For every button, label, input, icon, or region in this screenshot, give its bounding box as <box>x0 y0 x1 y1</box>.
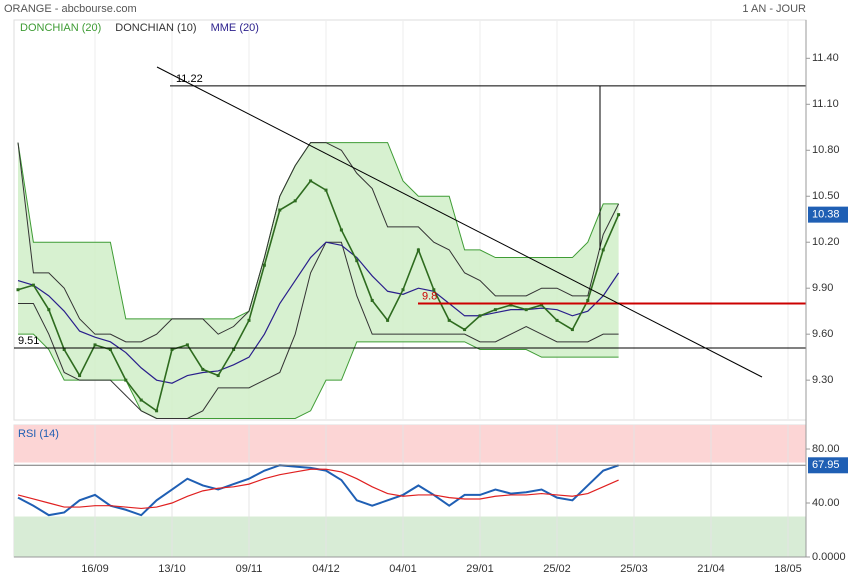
price-point <box>247 318 251 322</box>
x-tick-label: 04/12 <box>312 563 340 575</box>
price-point <box>463 328 467 332</box>
y-tick-label: 9.60 <box>812 328 833 340</box>
price-point <box>216 374 220 378</box>
price-point <box>416 248 420 252</box>
price-point <box>355 259 359 263</box>
rsi-line <box>17 468 619 510</box>
price-point <box>401 288 405 292</box>
x-tick-label: 13/10 <box>158 563 186 575</box>
price-point <box>185 343 189 347</box>
legend-entry: DONCHIAN (20) <box>20 22 101 34</box>
price-point <box>586 298 590 302</box>
price-point <box>509 303 513 307</box>
channel-upper <box>17 142 620 343</box>
y-tick-label: 0.0000 <box>812 551 846 563</box>
level-label: 9.51 <box>18 335 39 347</box>
price-point <box>293 199 297 203</box>
price-point <box>124 378 128 382</box>
x-tick-label: 29/01 <box>466 563 494 575</box>
channel-area <box>18 142 619 419</box>
price-point <box>262 263 266 267</box>
x-tick-label: 25/02 <box>543 563 571 575</box>
price-point <box>201 367 205 371</box>
price-point <box>278 208 282 212</box>
price-point <box>62 348 66 352</box>
price-point <box>386 318 390 322</box>
legend-entry: MME (20) <box>211 22 259 34</box>
last-rsi: 67.95 <box>812 459 840 471</box>
x-tick-label: 09/11 <box>236 563 263 575</box>
price-point <box>170 348 174 352</box>
y-tick-label: 10.50 <box>812 190 840 202</box>
level-label: 9.8 <box>422 290 437 302</box>
y-tick-label: 9.90 <box>812 282 833 294</box>
x-tick-label: 21/04 <box>697 563 725 575</box>
price-point <box>16 288 20 292</box>
oversold-zone <box>14 516 806 557</box>
x-tick-label: 18/05 <box>774 563 802 575</box>
price-point <box>309 179 313 183</box>
price-point <box>232 348 236 352</box>
price-point <box>339 228 343 232</box>
price-point <box>478 314 482 318</box>
price-point <box>31 283 35 287</box>
channel-lower <box>18 241 619 419</box>
last-price-tag <box>808 206 848 223</box>
price-point <box>108 348 112 352</box>
last-price: 10.38 <box>812 209 840 221</box>
price-point <box>601 248 605 252</box>
rsi-title: RSI (14) <box>18 428 59 440</box>
y-tick-label: 9.30 <box>812 374 833 386</box>
y-tick-label: 10.80 <box>812 144 840 156</box>
overbought-zone <box>14 425 806 463</box>
plot: 11.40 11.10 10.80 10.50 10.20 9.90 9.60 9.30 11.… <box>13 20 848 575</box>
y-tick-label: 10.20 <box>812 236 840 248</box>
page-title: ORANGE - abcbourse.com <box>4 3 137 15</box>
price-point <box>617 213 621 217</box>
y-tick-label: 11.40 <box>812 52 839 64</box>
price-point <box>324 188 328 192</box>
x-tick-label: 16/09 <box>81 563 109 575</box>
y-tick-label: 11.10 <box>812 98 839 110</box>
y-tick-label: 40.00 <box>812 497 840 509</box>
price-point <box>555 318 559 322</box>
price-point <box>155 409 159 413</box>
price-point <box>370 298 374 302</box>
price-point <box>524 308 528 312</box>
price-point <box>570 328 574 332</box>
price-point <box>432 288 436 292</box>
price-point <box>447 318 451 322</box>
level-label: 11.22 <box>176 73 203 85</box>
channel-lower <box>18 333 619 419</box>
x-tick-label: 04/01 <box>389 563 417 575</box>
period: 1 AN - JOUR <box>742 3 806 15</box>
x-tick-label: 25/03 <box>620 563 648 575</box>
trend-line <box>156 66 763 378</box>
y-tick-label: 80.00 <box>812 443 840 455</box>
price-point <box>78 374 82 378</box>
legend-entry: DONCHIAN (10) <box>115 22 196 34</box>
price-point <box>93 343 97 347</box>
mme-line <box>17 241 620 384</box>
price-point <box>47 308 51 312</box>
price-point <box>139 398 143 402</box>
last-rsi-tag <box>808 457 848 474</box>
price-point <box>540 303 544 307</box>
price-point <box>493 308 497 312</box>
price-line <box>17 179 620 413</box>
